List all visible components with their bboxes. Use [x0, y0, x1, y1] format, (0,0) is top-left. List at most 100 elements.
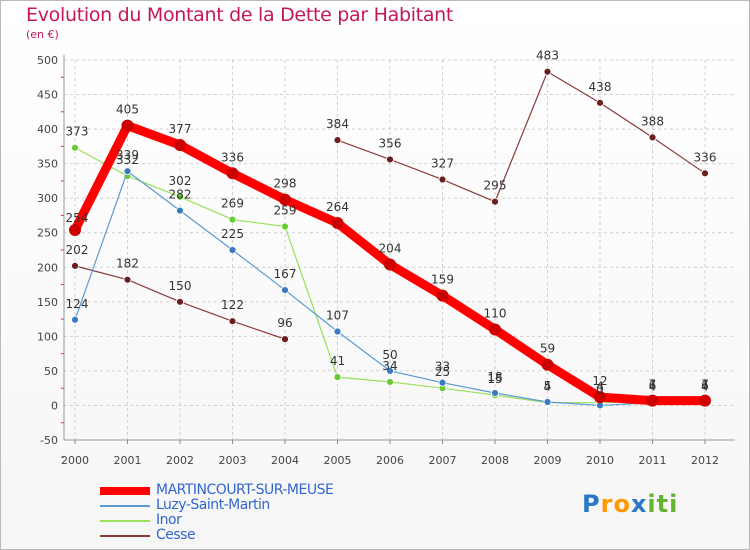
data-point: [436, 289, 449, 302]
legend-swatch: [100, 487, 150, 495]
data-point: [648, 133, 657, 142]
data-point: [386, 367, 394, 375]
data-label: 96: [277, 316, 292, 330]
data-point: [121, 119, 134, 132]
data-point: [543, 398, 552, 406]
data-label: 107: [326, 309, 349, 323]
data-label: 202: [66, 243, 89, 257]
data-label: 6: [701, 378, 709, 392]
data-label: 33: [435, 360, 450, 374]
data-point: [71, 261, 79, 270]
data-label: 336: [221, 150, 244, 164]
logo-letter: i: [647, 490, 657, 518]
data-point: [438, 378, 447, 387]
data-label: 295: [484, 179, 507, 193]
legend-swatch: [100, 535, 150, 537]
y-tick-label: -50: [40, 434, 58, 447]
data-label: 5: [544, 379, 552, 393]
data-label: 483: [536, 49, 559, 63]
data-point: [699, 394, 711, 407]
data-point: [71, 143, 79, 152]
data-point: [491, 197, 499, 206]
y-tick-label: 450: [37, 89, 58, 102]
x-tick-label: 2007: [429, 454, 457, 467]
logo-letter: r: [600, 490, 614, 518]
data-label: 384: [326, 117, 349, 131]
x-tick-label: 2001: [114, 454, 142, 467]
data-label: 7: [701, 378, 709, 392]
y-tick-label: 350: [37, 158, 58, 171]
x-tick-label: 2008: [481, 454, 509, 467]
data-point: [71, 315, 79, 324]
data-point: [331, 217, 344, 230]
data-label: 339: [116, 148, 139, 162]
logo-letter: o: [613, 490, 631, 518]
data-point: [541, 358, 554, 371]
data-label: 7: [649, 378, 657, 392]
data-label: 282: [169, 188, 192, 202]
legend-label: MARTINCOURT-SUR-MEUSE: [156, 482, 334, 498]
data-label: 4: [544, 380, 552, 394]
data-label: 4: [649, 380, 657, 394]
x-tick-label: 2005: [324, 454, 352, 467]
data-label: 302: [169, 174, 192, 188]
data-label: 0: [596, 382, 604, 396]
data-point: [226, 167, 239, 180]
data-label: 388: [641, 114, 664, 128]
logo-letter: x: [630, 490, 648, 518]
legend-label: Cesse: [156, 527, 196, 543]
data-label: 225: [221, 227, 244, 241]
data-point: [491, 389, 499, 397]
data-label: 356: [379, 136, 402, 150]
x-tick-label: 2003: [219, 454, 247, 467]
data-point: [386, 155, 394, 164]
logo-letter: t: [656, 490, 670, 518]
y-tick-label: 300: [37, 192, 58, 205]
y-tick-label: 250: [37, 227, 58, 240]
legend-swatch: [100, 505, 150, 507]
data-label: 6: [649, 378, 657, 392]
data-label: 377: [169, 122, 192, 136]
y-tick-label: 200: [37, 261, 58, 274]
data-point: [489, 323, 501, 336]
data-point: [646, 394, 659, 407]
data-label: 41: [330, 354, 345, 368]
data-label: 34: [382, 359, 397, 373]
data-label: 122: [221, 298, 244, 312]
series-line: [336, 71, 706, 203]
y-tick-label: 50: [44, 365, 58, 378]
y-tick-label: 100: [37, 330, 58, 343]
data-label: 254: [66, 211, 89, 225]
data-point: [333, 327, 342, 336]
data-label: 204: [379, 242, 402, 256]
y-tick-label: 0: [51, 399, 58, 412]
data-label: 110: [484, 306, 507, 320]
data-label: 332: [116, 153, 139, 167]
x-tick-label: 2009: [534, 454, 562, 467]
data-point: [386, 378, 394, 386]
chart-title: Evolution du Montant de la Dette par Hab…: [26, 4, 454, 26]
data-label: 269: [221, 197, 244, 211]
x-tick-label: 2011: [639, 454, 667, 467]
x-tick-label: 2010: [586, 454, 614, 467]
data-point: [333, 373, 342, 382]
data-label: 259: [274, 204, 297, 218]
data-point: [228, 215, 237, 224]
x-tick-label: 2012: [691, 454, 719, 467]
data-label: 59: [540, 342, 555, 356]
data-point: [596, 98, 604, 107]
x-tick-label: 2004: [271, 454, 299, 467]
data-point: [438, 175, 447, 184]
x-tick-label: 2000: [61, 454, 89, 467]
data-label: 438: [589, 80, 612, 94]
data-point: [281, 222, 289, 231]
data-point: [701, 169, 709, 178]
y-tick-label: 400: [37, 123, 58, 136]
chart-unit: (en €): [26, 28, 59, 41]
data-label: 4: [596, 380, 604, 394]
x-tick-label: 2006: [376, 454, 404, 467]
data-label: 50: [382, 348, 397, 362]
